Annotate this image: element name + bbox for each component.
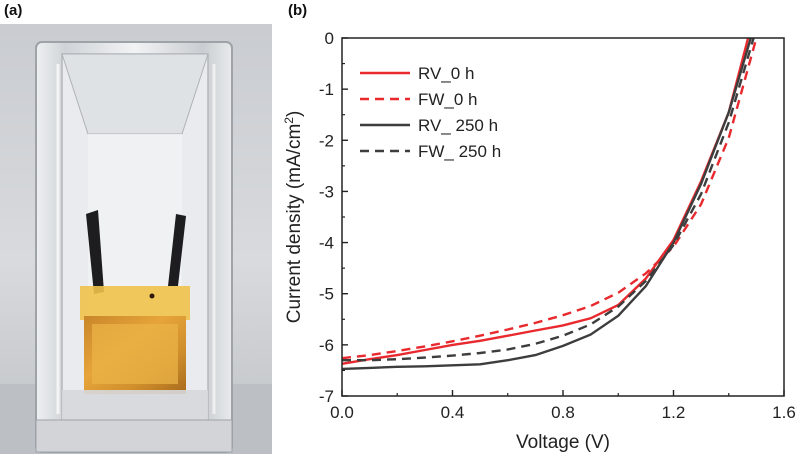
series-line-1 bbox=[341, 37, 750, 365]
x-tick-label: 1.2 bbox=[662, 403, 686, 422]
y-tick-label: -7 bbox=[319, 387, 334, 406]
y-tick-label: -1 bbox=[319, 80, 334, 99]
series-line-2 bbox=[341, 37, 758, 360]
plot-frame bbox=[341, 37, 785, 397]
series-layer bbox=[341, 37, 758, 371]
y-tick-label: -3 bbox=[319, 182, 334, 201]
encapsulated-cell-photo bbox=[0, 24, 272, 454]
y-axis-title: Current density (mA/cm2) bbox=[282, 111, 305, 324]
x-tick-label: 0.0 bbox=[330, 403, 354, 422]
legend-label-2: FW_0 h bbox=[418, 90, 478, 109]
series-line-4 bbox=[342, 37, 755, 362]
y-tick-label: 0 bbox=[325, 29, 334, 48]
panel-b-label: (b) bbox=[288, 2, 308, 19]
y-tick-label: -6 bbox=[319, 336, 334, 355]
x-axis-title: Voltage (V) bbox=[516, 432, 610, 453]
x-tick-label: 1.6 bbox=[772, 403, 796, 422]
legend: RV_0 h FW_0 h RV_ 250 h FW_ 250 h bbox=[360, 64, 501, 161]
legend-label-4: FW_ 250 h bbox=[418, 142, 501, 161]
ticks-layer: 0.0 0.4 0.8 1.2 1.6 0 -1 -2 -3 -4 -5 -6 -7 bbox=[319, 29, 796, 422]
y-tick-label: -5 bbox=[319, 285, 334, 304]
legend-label-3: RV_ 250 h bbox=[418, 116, 498, 135]
x-tick-label: 0.8 bbox=[551, 403, 575, 422]
y-tick-label: -4 bbox=[319, 234, 334, 253]
x-tick-label: 0.4 bbox=[441, 403, 465, 422]
y-tick-label: -2 bbox=[319, 131, 334, 150]
legend-label-1: RV_0 h bbox=[418, 64, 474, 83]
panel-a-label: (a) bbox=[4, 2, 23, 19]
series-line-3 bbox=[341, 37, 752, 371]
